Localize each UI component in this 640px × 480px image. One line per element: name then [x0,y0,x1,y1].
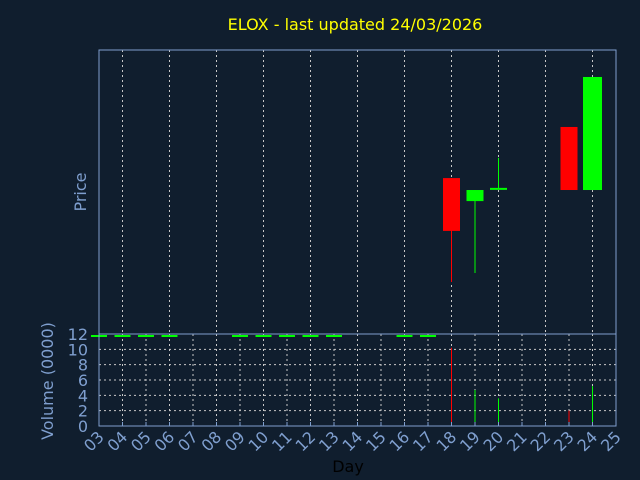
y-tick-label: 4 [78,386,88,405]
y-tick-label: 0 [78,417,88,436]
y-tick-label: 6 [78,371,88,390]
volume-axis-label: Volume (0000) [38,322,57,440]
candle-body [138,335,154,337]
candle-body [114,335,131,337]
candle-body [161,335,178,337]
plot-frame [98,49,617,427]
y-tick-label: 8 [78,356,88,375]
candle-body [396,335,413,337]
x-axis-label: Day [332,457,364,476]
candle-body [279,335,295,337]
y-tick-label: 12 [68,325,88,344]
y-tick-label: 10 [68,340,88,359]
candle-body [443,178,460,231]
candle-body [466,190,484,202]
candle-body [560,126,578,191]
candle-body [302,335,319,337]
y-tick-label: 2 [78,402,88,421]
candle-body [255,335,272,337]
x-tick-label: 25 [597,427,625,455]
candle-body [490,187,507,190]
price-axis-label: Price [71,172,90,211]
candle-body [583,76,602,191]
candle-body [420,335,436,337]
candle-body [232,335,248,337]
chart-title: ELOX - last updated 24/03/2026 [228,15,483,34]
candle-body [326,335,342,337]
